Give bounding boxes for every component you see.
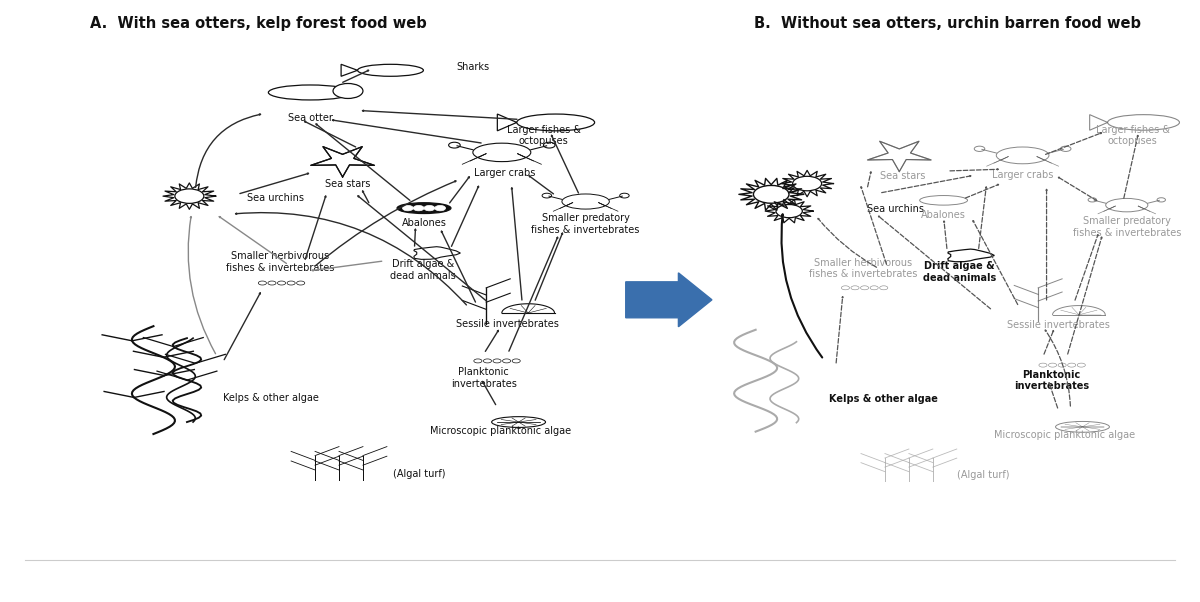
Ellipse shape <box>358 64 424 76</box>
Ellipse shape <box>484 359 492 363</box>
Text: Smaller herbivorous
fishes & invertebrates: Smaller herbivorous fishes & invertebrat… <box>809 258 918 279</box>
Circle shape <box>793 176 822 191</box>
Polygon shape <box>311 147 374 177</box>
Ellipse shape <box>1058 363 1066 367</box>
Polygon shape <box>1090 114 1108 130</box>
Circle shape <box>974 146 985 152</box>
FancyArrow shape <box>625 273 712 327</box>
Ellipse shape <box>287 281 295 285</box>
Text: Larger crabs: Larger crabs <box>992 170 1054 180</box>
Circle shape <box>776 205 803 218</box>
Text: Sea urchins: Sea urchins <box>247 193 304 203</box>
Ellipse shape <box>473 143 530 161</box>
Polygon shape <box>414 247 461 259</box>
Polygon shape <box>948 249 995 262</box>
Circle shape <box>1061 146 1070 152</box>
Ellipse shape <box>277 281 286 285</box>
Ellipse shape <box>296 281 305 285</box>
Text: A.  With sea otters, kelp forest food web: A. With sea otters, kelp forest food web <box>90 16 427 31</box>
Text: Larger fishes &
octopuses: Larger fishes & octopuses <box>1096 125 1170 146</box>
Ellipse shape <box>517 114 595 131</box>
Circle shape <box>449 142 461 148</box>
Text: Smaller predatory
fishes & invertebrates: Smaller predatory fishes & invertebrates <box>532 214 640 235</box>
Text: Abalones: Abalones <box>402 218 446 228</box>
Polygon shape <box>497 114 517 131</box>
Text: Smaller predatory
fishes & invertebrates: Smaller predatory fishes & invertebrates <box>1073 217 1181 238</box>
Text: Drift algae &
dead animals: Drift algae & dead animals <box>390 259 456 281</box>
Ellipse shape <box>851 286 859 290</box>
Ellipse shape <box>258 281 266 285</box>
Text: Planktonic
invertebrates: Planktonic invertebrates <box>451 367 517 388</box>
Polygon shape <box>341 64 358 76</box>
Ellipse shape <box>493 359 502 363</box>
Text: Larger fishes &
octopuses: Larger fishes & octopuses <box>506 125 581 146</box>
Ellipse shape <box>503 359 511 363</box>
Ellipse shape <box>1056 421 1110 432</box>
Text: (Algal turf): (Algal turf) <box>956 470 1009 480</box>
Text: Smaller herbivorous
fishes & invertebrates: Smaller herbivorous fishes & invertebrat… <box>226 251 335 273</box>
Circle shape <box>434 205 445 211</box>
Ellipse shape <box>1108 114 1180 130</box>
Circle shape <box>619 193 629 198</box>
Circle shape <box>413 205 424 211</box>
Text: Larger crabs: Larger crabs <box>474 169 535 178</box>
Circle shape <box>402 205 413 211</box>
Ellipse shape <box>268 281 276 285</box>
Ellipse shape <box>1068 363 1075 367</box>
Text: Abalones: Abalones <box>922 210 966 220</box>
Ellipse shape <box>512 359 521 363</box>
Ellipse shape <box>397 203 451 214</box>
Text: Sea stars: Sea stars <box>881 172 925 181</box>
Circle shape <box>424 205 434 211</box>
Text: Microscopic planktonic algae: Microscopic planktonic algae <box>430 426 571 436</box>
Ellipse shape <box>1049 363 1057 367</box>
Ellipse shape <box>492 417 546 427</box>
Text: B.  Without sea otters, urchin barren food web: B. Without sea otters, urchin barren foo… <box>754 16 1141 31</box>
Text: Sea urchins: Sea urchins <box>866 204 924 214</box>
Text: Sea otter: Sea otter <box>288 113 332 123</box>
Circle shape <box>1157 197 1165 202</box>
Ellipse shape <box>880 286 888 290</box>
Ellipse shape <box>1105 199 1148 212</box>
Text: Kelps & other algae: Kelps & other algae <box>223 393 319 403</box>
Ellipse shape <box>1078 363 1085 367</box>
Ellipse shape <box>841 286 850 290</box>
Ellipse shape <box>860 286 869 290</box>
Polygon shape <box>868 141 931 172</box>
Ellipse shape <box>870 286 878 290</box>
Ellipse shape <box>1039 363 1048 367</box>
Ellipse shape <box>919 196 967 205</box>
Circle shape <box>542 193 552 198</box>
Text: Sharks: Sharks <box>456 62 490 72</box>
Ellipse shape <box>269 85 352 100</box>
Text: Kelps & other algae: Kelps & other algae <box>829 394 938 404</box>
Text: Sessile invertebrates: Sessile invertebrates <box>1007 320 1110 330</box>
Text: Sea stars: Sea stars <box>325 179 370 189</box>
Ellipse shape <box>562 194 610 209</box>
Circle shape <box>1088 197 1097 202</box>
Ellipse shape <box>996 147 1049 164</box>
Text: Microscopic planktonic algae: Microscopic planktonic algae <box>994 430 1135 439</box>
Circle shape <box>754 185 788 203</box>
Text: (Algal turf): (Algal turf) <box>392 468 445 479</box>
Circle shape <box>334 84 362 99</box>
Text: Drift algae &
dead animals: Drift algae & dead animals <box>923 261 996 283</box>
Circle shape <box>544 142 556 148</box>
Text: Sessile invertebrates: Sessile invertebrates <box>456 319 559 329</box>
Circle shape <box>175 189 204 203</box>
Ellipse shape <box>474 359 482 363</box>
Text: Planktonic
invertebrates: Planktonic invertebrates <box>1014 370 1088 391</box>
